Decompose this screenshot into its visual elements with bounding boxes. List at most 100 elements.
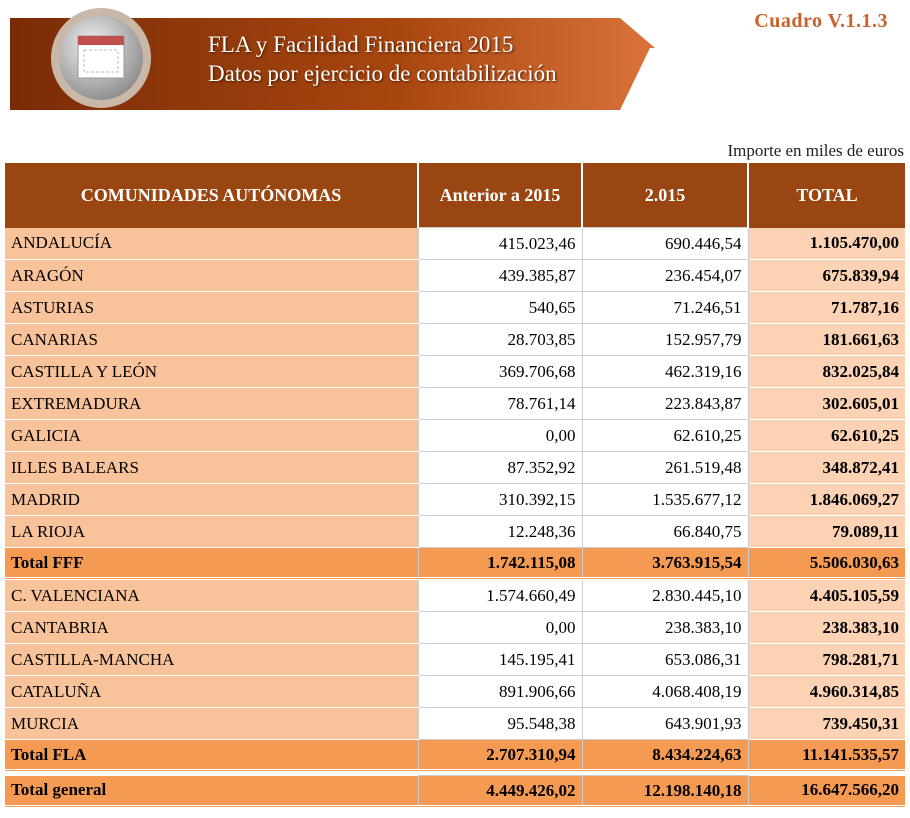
row-label: C. VALENCIANA <box>5 578 418 612</box>
row-label: ASTURIAS <box>5 291 418 324</box>
table-row: ARAGÓN 439.385,87 236.454,07 675.839,94 <box>5 259 905 292</box>
cell: 3.763.915,54 <box>581 547 749 580</box>
table-row: CASTILLA-MANCHA 145.195,41 653.086,31 798.2… <box>5 643 905 676</box>
row-label: ANDALUCÍA <box>5 227 418 260</box>
cell: 71.787,16 <box>748 291 905 324</box>
cell: 62.610,25 <box>581 419 749 452</box>
table-row: MADRID 310.392,15 1.535.677,12 1.846.069,27 <box>5 483 905 516</box>
cell: 739.450,31 <box>748 707 905 740</box>
cell: 462.319,16 <box>581 355 749 388</box>
banner <box>10 8 655 110</box>
row-label: EXTREMADURA <box>5 387 418 420</box>
cell: 4.449.426,02 <box>417 775 583 808</box>
table-row: ANDALUCÍA 415.023,46 690.446,54 1.105.470,0… <box>5 227 905 260</box>
cell: 1.535.677,12 <box>581 483 749 516</box>
spacer-cell <box>5 770 905 776</box>
table-row: CATALUÑA 891.906,66 4.068.408,19 4.960.314,… <box>5 675 905 708</box>
data-table: COMUNIDADES AUTÓNOMAS Anterior a 2015 2.01… <box>5 163 905 808</box>
table-row: CANARIAS 28.703,85 152.957,79 181.661,63 <box>5 323 905 356</box>
cell: 798.281,71 <box>748 643 905 676</box>
cell: 62.610,25 <box>748 419 905 452</box>
cell: 261.519,48 <box>581 451 749 484</box>
row-label: CASTILLA-MANCHA <box>5 643 418 676</box>
cell: 690.446,54 <box>581 227 749 260</box>
cell: 4.068.408,19 <box>581 675 749 708</box>
row-label: GALICIA <box>5 419 418 452</box>
table-row: GALICIA 0,00 62.610,25 62.610,25 <box>5 419 905 452</box>
row-label: Total FLA <box>5 739 418 772</box>
table-row: EXTREMADURA 78.761,14 223.843,87 302.605,01 <box>5 387 905 420</box>
cell: 675.839,94 <box>748 259 905 292</box>
row-label: Total FFF <box>5 547 418 580</box>
cell: 439.385,87 <box>417 259 583 292</box>
cell: 238.383,10 <box>748 611 905 644</box>
row-label: Total general <box>5 775 418 808</box>
row-label: ARAGÓN <box>5 259 418 292</box>
cell: 643.901,93 <box>581 707 749 740</box>
cell: 891.906,66 <box>417 675 583 708</box>
cell: 87.352,92 <box>417 451 583 484</box>
cell: 78.761,14 <box>417 387 583 420</box>
row-label: CATALUÑA <box>5 675 418 708</box>
cell: 415.023,46 <box>417 227 583 260</box>
cell: 1.105.470,00 <box>748 227 905 260</box>
row-label: CASTILLA Y LEÓN <box>5 355 418 388</box>
table-row: LA RIOJA 12.248,36 66.840,75 79.089,11 <box>5 515 905 548</box>
cell: 1.742.115,08 <box>417 547 583 580</box>
cell: 236.454,07 <box>581 259 749 292</box>
icon-grid <box>83 49 119 73</box>
cell: 4.405.105,59 <box>748 578 905 612</box>
row-label: ILLES BALEARS <box>5 451 418 484</box>
header-row: COMUNIDADES AUTÓNOMAS Anterior a 2015 2.01… <box>5 163 905 228</box>
title: FLA y Facilidad Financiera 2015 <box>208 32 514 57</box>
cell: 4.960.314,85 <box>748 675 905 708</box>
icon-calendar-top <box>78 36 124 45</box>
cell: 66.840,75 <box>581 515 749 548</box>
cell: 12.198.140,18 <box>581 775 749 808</box>
column-header: Anterior a 2015 <box>417 163 582 228</box>
table-row: MURCIA 95.548,38 643.901,93 739.450,31 <box>5 707 905 740</box>
table-row: ASTURIAS 540,65 71.246,51 71.787,16 <box>5 291 905 324</box>
cell: 653.086,31 <box>581 643 749 676</box>
cell: 12.248,36 <box>417 515 583 548</box>
banner-bar <box>10 18 655 110</box>
total-row: Total FLA 2.707.310,94 8.434.224,63 11.141.… <box>5 739 905 772</box>
spacer <box>5 770 905 776</box>
cell: 11.141.535,57 <box>748 739 905 772</box>
table-row: ILLES BALEARS 87.352,92 261.519,48 348.872,… <box>5 451 905 484</box>
cell: 16.647.566,20 <box>748 775 905 808</box>
cell: 2.707.310,94 <box>417 739 583 772</box>
cell: 95.548,38 <box>417 707 583 740</box>
total-row: Total FFF 1.742.115,08 3.763.915,54 5.506.0… <box>5 547 905 580</box>
table-row: CANTABRIA 0,00 238.383,10 238.383,10 <box>5 611 905 644</box>
cell: 152.957,79 <box>581 323 749 356</box>
row-label: LA RIOJA <box>5 515 418 548</box>
cell: 28.703,85 <box>417 323 583 356</box>
row-label: MADRID <box>5 483 418 516</box>
column-header: 2.015 <box>581 163 748 228</box>
cell: 310.392,15 <box>417 483 583 516</box>
subtitle: Datos por ejercicio de contabilización <box>208 61 557 86</box>
cell: 145.195,41 <box>417 643 583 676</box>
cell: 5.506.030,63 <box>748 547 905 580</box>
row-label: CANTABRIA <box>5 611 418 644</box>
cell: 369.706,68 <box>417 355 583 388</box>
column-header: COMUNIDADES AUTÓNOMAS <box>5 163 418 228</box>
cell: 1.846.069,27 <box>748 483 905 516</box>
cell: 302.605,01 <box>748 387 905 420</box>
cell: 0,00 <box>417 611 583 644</box>
cell: 348.872,41 <box>748 451 905 484</box>
cell: 832.025,84 <box>748 355 905 388</box>
column-header: TOTAL <box>747 163 905 228</box>
table-row: CASTILLA Y LEÓN 369.706,68 462.319,16 832.0… <box>5 355 905 388</box>
total-row: Total general 4.449.426,02 12.198.140,18 16… <box>5 775 905 808</box>
cell: 71.246,51 <box>581 291 749 324</box>
row-label: CANARIAS <box>5 323 418 356</box>
table-code: Cuadro V.1.1.3 <box>754 10 888 32</box>
cell: 540,65 <box>417 291 583 324</box>
table-row: C. VALENCIANA 1.574.660,49 2.830.445,10 4.4… <box>5 578 905 612</box>
table-body: ANDALUCÍA 415.023,46 690.446,54 1.105.470,0… <box>5 227 905 808</box>
unit-note: Importe en miles de euros <box>727 141 904 160</box>
cell: 181.661,63 <box>748 323 905 356</box>
